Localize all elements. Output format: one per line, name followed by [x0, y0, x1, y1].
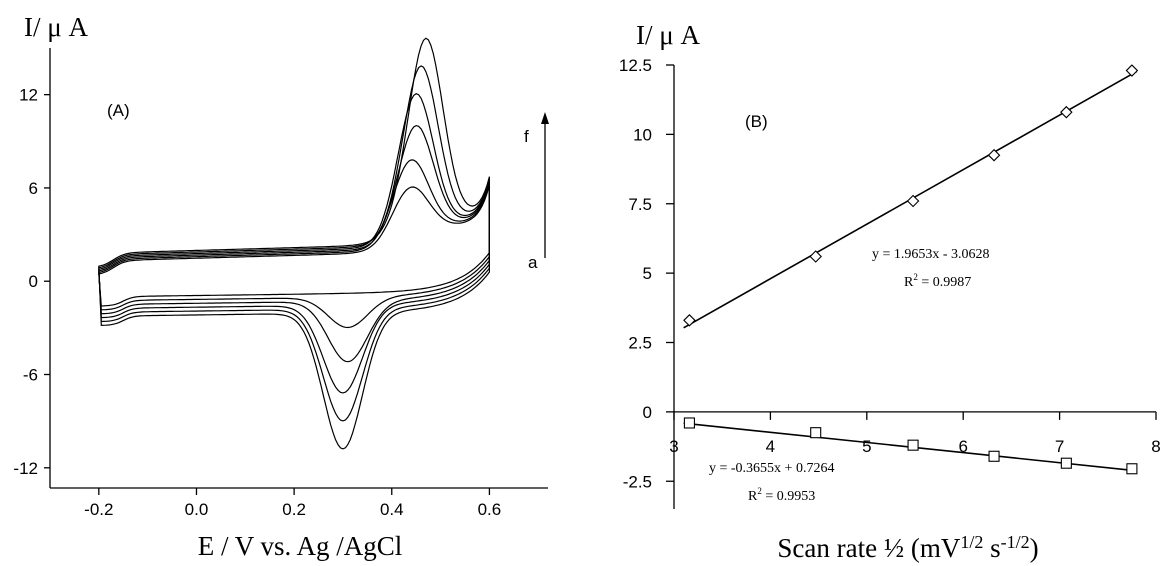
data-point-square	[810, 427, 822, 439]
r-squared-lower: R2 = 0.9953	[748, 486, 815, 504]
increase-arrow-head	[541, 112, 549, 124]
panel-b-y-tick-label: 2.5	[628, 334, 652, 353]
voltammogram-curve-c	[98, 124, 490, 363]
panel-a-y-tick-label: 6	[29, 179, 38, 198]
panel-a-x-tick-label: 0.4	[380, 500, 404, 519]
series-end-annotation: f	[524, 127, 529, 146]
data-point-diamond	[1125, 64, 1139, 77]
voltammogram-curve-f	[98, 37, 490, 450]
r-squared-upper: R2 = 0.9987	[904, 272, 971, 290]
series-start-annotation: a	[528, 253, 538, 272]
panel-b-x-tick-label: 8	[1151, 437, 1160, 456]
panel-b-x-tick-label: 7	[1055, 437, 1064, 456]
voltammogram-curve-e	[98, 65, 490, 422]
panel-b-y-tick-label: 12.5	[619, 56, 652, 75]
data-point-square	[1060, 457, 1072, 469]
panel-a-chart: I/ μ A E / V vs. Ag /AgCl (A) f a -12 -6 0…	[13, 12, 549, 561]
data-point-square	[683, 417, 695, 429]
panel-a-y-axis-label: I/ μ A	[24, 12, 88, 42]
voltammogram-curve-a	[98, 184, 490, 307]
panel-b-y-tick-label: 10	[633, 125, 652, 144]
panel-b-label: (B)	[745, 112, 768, 131]
panel-a-y-tick-label: -12	[13, 459, 38, 478]
data-point-diamond	[1060, 105, 1073, 119]
panel-a-label: (A)	[107, 101, 130, 120]
fit-equation-upper: y = 1.9653x - 3.0628	[872, 247, 990, 262]
panel-a-x-tick-label: 0.2	[282, 500, 306, 519]
panel-a-x-tick-label: -0.2	[84, 500, 113, 519]
data-point-diamond	[987, 148, 1001, 162]
panel-b-y-tick-label: 5	[643, 264, 652, 283]
panel-b-chart: I/ μ A (B) Scan rate ½ (mV1/2 s-1/2) y =…	[619, 20, 1160, 563]
fit-equation-lower: y = -0.3655x + 0.7264	[709, 461, 834, 476]
data-point-diamond	[906, 194, 920, 208]
panel-b-x-tick-label: 6	[958, 437, 967, 456]
panel-b-y-tick-label: -2.5	[623, 472, 652, 491]
data-point-square	[988, 450, 1000, 462]
panel-a-x-axis-label: E / V vs. Ag /AgCl	[198, 531, 403, 561]
panel-a-y-tick-label: -6	[23, 366, 38, 385]
data-point-square	[907, 439, 919, 451]
panel-b-x-tick-label: 5	[862, 437, 871, 456]
panel-b-x-axis-label: Scan rate ½ (mV1/2 s-1/2)	[777, 532, 1038, 563]
panel-a-y-tick-label: 0	[29, 272, 38, 291]
panel-a-x-tick-label: 0.0	[185, 500, 209, 519]
panel-a-y-tick-label: 12	[19, 86, 38, 105]
data-point-diamond	[683, 314, 696, 327]
panel-b-y-tick-label: 7.5	[628, 195, 652, 214]
panel-b-x-tick-label: 3	[669, 437, 678, 456]
panel-a-x-tick-label: 0.6	[478, 500, 502, 519]
panel-b-y-tick-label: 0	[643, 403, 652, 422]
panel-b-x-tick-label: 4	[766, 437, 775, 456]
panel-b-y-axis-label: I/ μ A	[636, 20, 700, 50]
data-point-diamond	[809, 250, 822, 263]
data-point-square	[1126, 463, 1138, 475]
voltammogram-curve-d	[98, 93, 490, 394]
